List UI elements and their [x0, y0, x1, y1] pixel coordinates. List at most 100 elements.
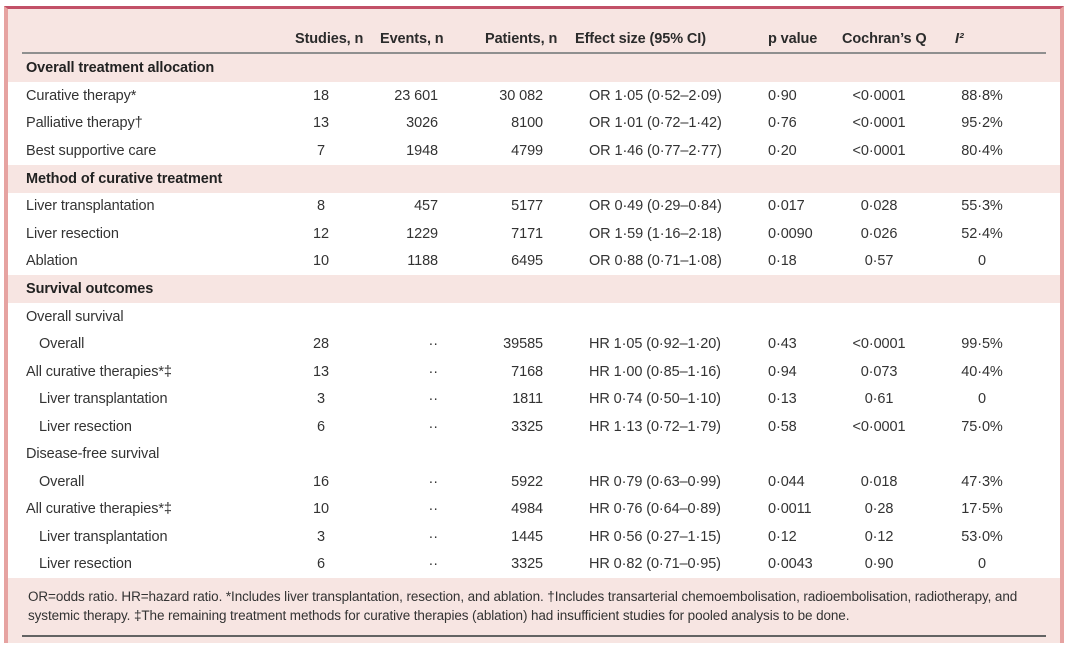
cell-studies: 10	[313, 253, 329, 270]
column-header-events: Events, n	[380, 31, 444, 47]
cell-p-value: 0·044	[768, 473, 805, 490]
cell-i-squared: 88·8%	[961, 87, 1003, 104]
cell-cochrans-q: 0·028	[860, 198, 898, 215]
cell-effect-size: OR 1·59 (1·16–2·18)	[589, 225, 722, 242]
cell-cochrans-q: 0·018	[860, 473, 898, 490]
cell-effect-size: HR 1·13 (0·72–1·79)	[589, 418, 721, 435]
table-row: Liver resection 6 ·· 3325 HR 0·82 (0·71–0·95…	[8, 550, 1060, 578]
cell-patients: 4799	[511, 142, 543, 159]
row-label: Palliative therapy†	[26, 115, 143, 132]
cell-cochrans-q: <0·0001	[852, 115, 906, 132]
bottom-divider	[22, 635, 1046, 637]
cell-events: ··	[428, 501, 439, 518]
cell-effect-size: HR 0·76 (0·64–0·89)	[589, 501, 721, 518]
cell-cochrans-q: <0·0001	[852, 418, 906, 435]
cell-events: 457	[414, 198, 438, 215]
section-row: Method of curative treatment	[8, 164, 1060, 193]
table-row: Overall 28 ·· 39585 HR 1·05 (0·92–1·20) 0·43 <…	[8, 330, 1060, 358]
cell-cochrans-q: <0·0001	[852, 142, 906, 159]
cell-events: ··	[428, 418, 439, 435]
cell-i-squared: 0	[978, 253, 986, 270]
table-row: Liver resection 12 1229 7171 OR 1·59 (1·16–2…	[8, 220, 1060, 248]
cell-p-value: 0·18	[768, 253, 797, 270]
table-row: Liver transplantation 3 ·· 1811 HR 0·74 (0·5…	[8, 385, 1060, 413]
cell-cochrans-q: <0·0001	[852, 87, 906, 104]
cell-studies: 16	[313, 473, 329, 490]
cell-p-value: 0·13	[768, 391, 797, 408]
cell-studies: 7	[317, 142, 325, 159]
cell-effect-size: OR 1·01 (0·72–1·42)	[589, 115, 722, 132]
cell-events: 1188	[407, 253, 438, 270]
cell-studies: 6	[317, 418, 325, 435]
cell-effect-size: OR 1·46 (0·77–2·77)	[589, 142, 722, 159]
column-header-studies: Studies, n	[295, 31, 364, 47]
cell-studies: 18	[313, 87, 329, 104]
column-header-p-value: p value	[768, 31, 818, 47]
cell-cochrans-q: 0·28	[864, 501, 894, 518]
cell-patients: 5922	[511, 473, 543, 490]
cell-patients: 1445	[511, 528, 543, 545]
row-label: Overall	[39, 473, 85, 490]
table-row: Overall 16 ·· 5922 HR 0·79 (0·63–0·99) 0·044 0…	[8, 468, 1060, 496]
cell-i-squared: 99·5%	[961, 336, 1003, 353]
cell-effect-size: HR 0·82 (0·71–0·95)	[589, 556, 721, 573]
cell-i-squared: 55·3%	[961, 198, 1003, 215]
cell-p-value: 0·0043	[768, 556, 813, 573]
cell-i-squared: 80·4%	[961, 142, 1003, 159]
cell-effect-size: HR 0·74 (0·50–1·10)	[589, 391, 721, 408]
row-label: Overall treatment allocation	[26, 60, 215, 76]
row-label: Survival outcomes	[26, 281, 154, 297]
cell-cochrans-q: 0·57	[864, 253, 894, 270]
cell-studies: 10	[313, 501, 329, 518]
column-header-cochrans-q: Cochran’s Q	[842, 31, 927, 47]
cell-cochrans-q: 0·073	[860, 363, 898, 380]
row-label: Overall survival	[26, 308, 124, 325]
cell-cochrans-q: <0·0001	[852, 336, 906, 353]
row-label: Disease-free survival	[26, 446, 160, 463]
table-row: All curative therapies*‡ 13 ·· 7168 HR 1·00 …	[8, 358, 1060, 386]
cell-studies: 6	[317, 556, 325, 573]
cell-studies: 28	[313, 336, 329, 353]
cell-p-value: 0·0090	[768, 225, 813, 242]
cell-events: 23 601	[394, 87, 438, 104]
cell-p-value: 0·017	[768, 198, 805, 215]
cell-patients: 4984	[511, 501, 543, 518]
cell-i-squared: 75·0%	[961, 418, 1003, 435]
row-label: Liver resection	[26, 225, 119, 242]
cell-effect-size: OR 1·05 (0·52–2·09)	[589, 87, 722, 104]
cell-cochrans-q: 0·90	[864, 556, 894, 573]
row-label: Liver transplantation	[26, 198, 155, 215]
cell-patients: 39585	[503, 336, 543, 353]
cell-p-value: 0·20	[768, 142, 797, 159]
table-row: Palliative therapy† 13 3026 8100 OR 1·01 (0·…	[8, 109, 1060, 137]
cell-events: ··	[428, 336, 439, 353]
cell-events: ··	[428, 473, 439, 490]
cell-i-squared: 47·3%	[961, 473, 1003, 490]
cell-patients: 6495	[511, 253, 543, 270]
cell-patients: 30 082	[499, 87, 543, 104]
row-label: Liver resection	[39, 556, 132, 573]
table-row: Liver transplantation 8 457 5177 OR 0·49 (0·…	[8, 192, 1060, 220]
row-label: Liver transplantation	[39, 528, 168, 545]
cell-i-squared: 52·4%	[961, 225, 1003, 242]
column-header-patients: Patients, n	[485, 31, 558, 47]
row-label: Liver transplantation	[39, 391, 168, 408]
cell-p-value: 0·0011	[768, 501, 812, 518]
cell-cochrans-q: 0·026	[860, 225, 898, 242]
cell-effect-size: OR 0·88 (0·71–1·08)	[589, 253, 722, 270]
table-footnote: OR=odds ratio. HR=hazard ratio. *Include…	[28, 589, 1018, 623]
cell-events: ··	[428, 363, 439, 380]
cell-studies: 8	[317, 198, 325, 215]
cell-p-value: 0·58	[768, 418, 797, 435]
row-label: All curative therapies*‡	[26, 363, 172, 380]
cell-patients: 1811	[512, 391, 543, 408]
cell-patients: 3325	[511, 418, 543, 435]
cell-events: 3026	[406, 115, 438, 132]
cell-studies: 3	[317, 528, 325, 545]
table-row: Liver resection 6 ·· 3325 HR 1·13 (0·72–1·79…	[8, 413, 1060, 441]
row-label: Best supportive care	[26, 142, 157, 159]
cell-i-squared: 0	[978, 391, 986, 408]
cell-patients: 7168	[511, 363, 543, 380]
cell-i-squared: 17·5%	[961, 501, 1003, 518]
cell-events: ··	[428, 528, 439, 545]
